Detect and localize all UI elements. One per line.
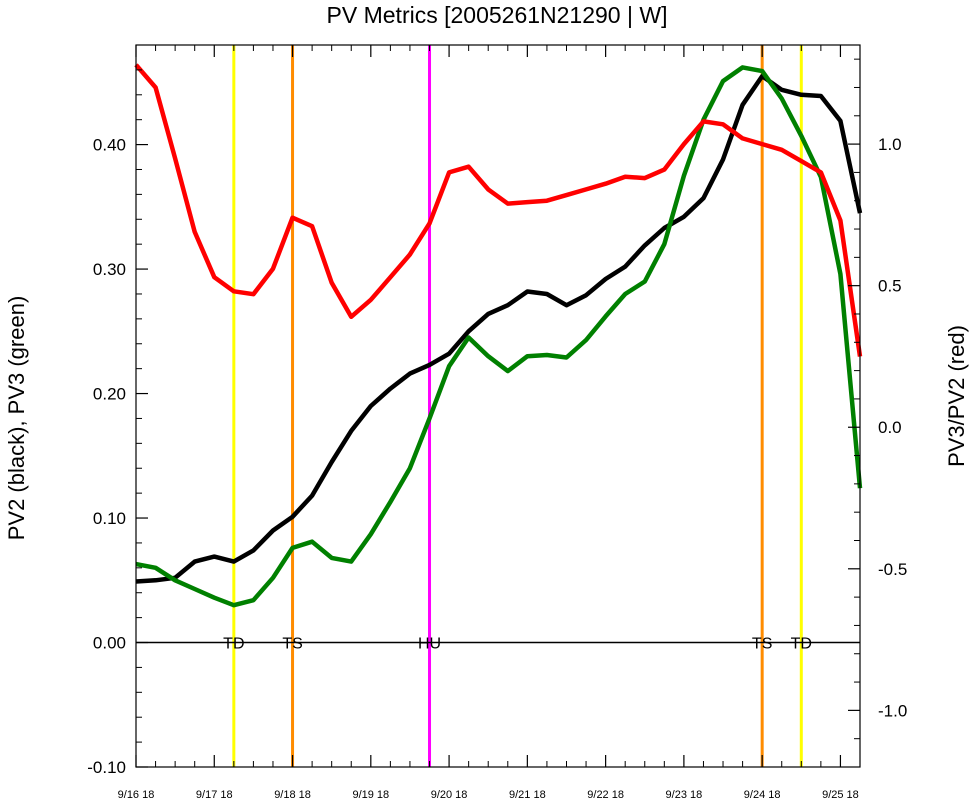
event-label-td-4: TD — [791, 636, 812, 653]
x-tick-label: 9/23 18 — [666, 789, 703, 801]
series-lines — [134, 63, 863, 608]
left-y-axis: -0.10 0.00 0.10 0.20 0.30 0.40 — [87, 44, 148, 777]
event-label-hu-2: HU — [418, 636, 441, 653]
top-axis — [135, 45, 861, 57]
plot-frame — [135, 44, 861, 768]
pv-ratio-line — [134, 63, 863, 357]
left-tick-label: 0.40 — [93, 136, 126, 155]
x-tick-label: 9/16 18 — [118, 789, 155, 801]
x-tick-label: 9/20 18 — [431, 789, 468, 801]
y-axis-label-right: PV3/PV2 (red) — [944, 325, 969, 467]
x-axis: 9/16 18 9/17 18 9/18 18 9/19 18 9/20 18 9/21 … — [118, 755, 861, 801]
right-tick-label: -1.0 — [878, 701, 907, 720]
x-tick-label: 9/18 18 — [274, 789, 311, 801]
pv2-line — [135, 73, 863, 584]
event-labels: TD TS HU TS TD — [223, 636, 812, 653]
left-tick-label: 0.20 — [93, 385, 126, 404]
left-tick-label: 0.10 — [93, 509, 126, 528]
y-axis-label-left: PV2 (black), PV3 (green) — [4, 296, 29, 541]
x-tick-label: 9/25 18 — [822, 789, 859, 801]
event-label-td-0: TD — [223, 636, 244, 653]
event-label-ts-1: TS — [282, 636, 302, 653]
x-tick-label: 9/17 18 — [196, 789, 233, 801]
event-lines — [232, 45, 803, 767]
x-tick-label: 9/19 18 — [352, 789, 389, 801]
left-tick-label: -0.10 — [87, 758, 126, 777]
left-tick-label: 0.00 — [93, 634, 126, 653]
right-tick-label: 0.5 — [878, 277, 902, 296]
right-y-axis: -1.0 -0.5 0.0 0.5 1.0 — [848, 58, 907, 768]
event-label-ts-3: TS — [752, 636, 772, 653]
right-tick-label: -0.5 — [878, 560, 907, 579]
x-tick-label: 9/24 18 — [744, 789, 781, 801]
right-tick-label: 0.0 — [878, 418, 902, 437]
left-tick-label: 0.30 — [93, 260, 126, 279]
pv3-line — [135, 65, 863, 608]
chart-title: PV Metrics [2005261N21290 | W] — [327, 2, 668, 28]
x-tick-label: 9/22 18 — [587, 789, 624, 801]
right-tick-label: 1.0 — [878, 135, 902, 154]
x-tick-label: 9/21 18 — [509, 789, 546, 801]
